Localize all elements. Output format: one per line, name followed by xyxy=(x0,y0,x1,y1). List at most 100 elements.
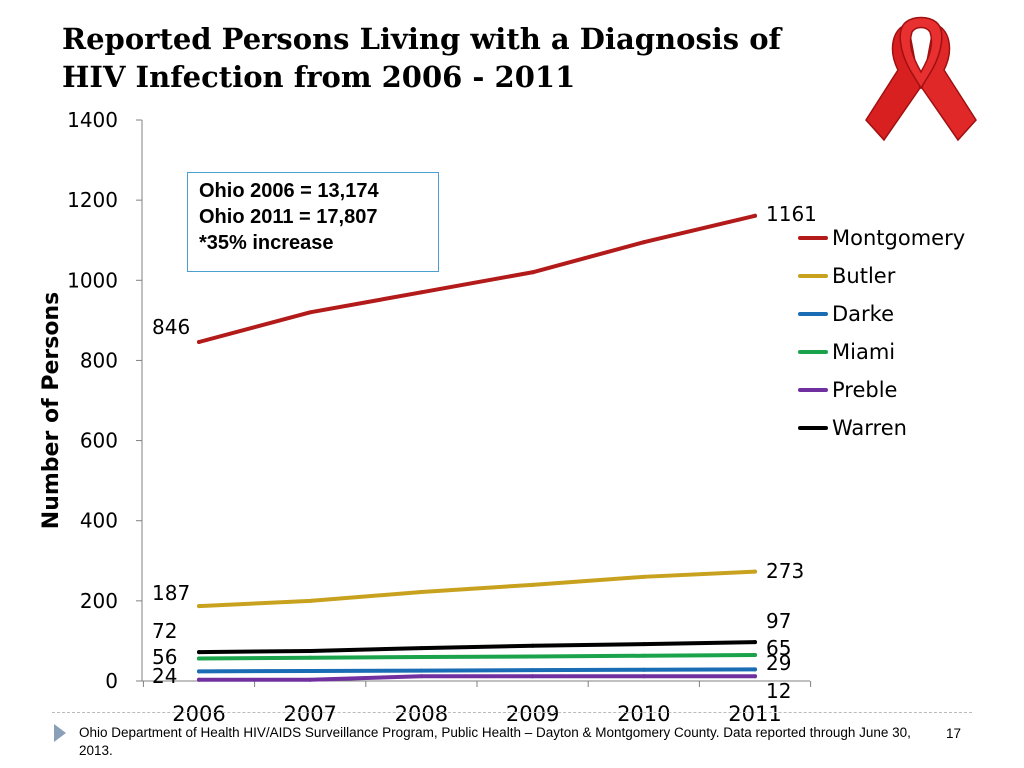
legend-swatch-montgomery xyxy=(798,236,828,240)
data-point-montgomery xyxy=(641,240,646,245)
legend-item-miami: Miami xyxy=(798,338,998,376)
data-label-start-miami: 56 xyxy=(152,645,177,669)
legend-item-butler: Butler xyxy=(798,262,998,300)
legend-swatch-warren xyxy=(798,426,828,430)
series-line-montgomery xyxy=(197,213,757,344)
data-point-warren xyxy=(753,640,757,645)
data-point-miami xyxy=(753,652,757,657)
y-tick-label: 1400 xyxy=(67,108,118,132)
data-point-preble xyxy=(197,677,201,682)
y-tick-label: 400 xyxy=(80,509,118,533)
data-point-warren xyxy=(530,643,535,648)
data-point-miami xyxy=(641,653,646,658)
data-point-butler xyxy=(419,590,424,595)
legend-label-butler: Butler xyxy=(832,264,896,288)
data-point-warren xyxy=(641,642,646,647)
data-point-preble xyxy=(530,674,535,679)
legend-label-warren: Warren xyxy=(832,416,907,440)
data-point-warren xyxy=(419,646,424,651)
legend-swatch-preble xyxy=(798,388,828,392)
data-point-miami xyxy=(197,656,201,661)
data-labels-layer: 846 1161 187 273 24 29 56 65 12 72 97 xyxy=(152,202,817,703)
x-tick-label: 2011 xyxy=(728,702,781,726)
y-tick-label: 1200 xyxy=(67,188,118,212)
data-point-butler xyxy=(641,574,646,579)
callout-line-increase: *35% increase xyxy=(199,232,334,254)
series-line-butler xyxy=(197,569,757,609)
x-tick-label: 2010 xyxy=(617,702,670,726)
footer-divider xyxy=(52,712,972,713)
data-point-butler xyxy=(308,598,313,603)
data-point-montgomery xyxy=(419,290,424,295)
data-point-preble xyxy=(308,677,313,682)
data-point-preble xyxy=(641,674,646,679)
data-point-montgomery xyxy=(753,213,757,218)
ohio-totals-callout: Ohio 2006 = 13,174 Ohio 2011 = 17,807 *3… xyxy=(187,172,439,272)
legend-item-montgomery: Montgomery xyxy=(798,224,998,262)
y-tick-label: 600 xyxy=(80,429,118,453)
data-point-montgomery xyxy=(308,310,313,315)
page-title: Reported Persons Living with a Diagnosis… xyxy=(62,22,782,94)
data-label-end-butler: 273 xyxy=(766,559,804,583)
legend-item-warren: Warren xyxy=(798,414,998,452)
legend-label-miami: Miami xyxy=(832,340,896,364)
callout-line-2006: Ohio 2006 = 13,174 xyxy=(199,180,379,202)
data-label-end-warren: 97 xyxy=(766,609,791,633)
x-tick-label: 2009 xyxy=(506,702,559,726)
data-point-butler xyxy=(753,569,757,574)
legend-swatch-darke xyxy=(798,312,828,316)
x-tick-label: 2007 xyxy=(283,702,336,726)
data-point-butler xyxy=(197,604,201,609)
data-point-darke xyxy=(308,668,313,673)
data-point-warren xyxy=(197,650,201,655)
data-point-miami xyxy=(530,654,535,659)
data-point-butler xyxy=(530,582,535,587)
data-point-montgomery xyxy=(530,270,535,275)
data-label-end-preble: 12 xyxy=(766,679,791,703)
legend-label-darke: Darke xyxy=(832,302,895,326)
data-point-montgomery xyxy=(197,339,201,344)
data-label-start-darke: 24 xyxy=(152,664,177,688)
data-point-preble xyxy=(753,674,757,679)
data-point-darke xyxy=(530,668,535,673)
y-axis-title: Number of Persons xyxy=(39,292,64,529)
legend-label-montgomery: Montgomery xyxy=(832,226,966,250)
legend-label-preble: Preble xyxy=(832,378,898,402)
y-tick-label: 200 xyxy=(80,589,118,613)
y-tick-label: 1000 xyxy=(67,268,118,292)
series-line-warren xyxy=(197,640,757,655)
data-point-warren xyxy=(308,648,313,653)
chart-axes: 0 200 400 600 800 1000 1200 1400 2006 2007 2008 200… xyxy=(39,108,812,726)
data-point-preble xyxy=(419,674,424,679)
bullet-arrow-icon xyxy=(54,724,66,742)
series-line-darke xyxy=(197,667,757,674)
chart-legend: Montgomery Butler Darke Miami Preble Warren xyxy=(798,224,998,452)
data-point-miami xyxy=(308,655,313,660)
data-label-end-darke: 29 xyxy=(766,651,791,675)
callout-line-2011: Ohio 2011 = 17,807 xyxy=(199,206,378,228)
awareness-ribbon-icon xyxy=(865,16,977,142)
data-label-end-miami: 65 xyxy=(766,636,791,660)
data-label-start-montgomery: 846 xyxy=(152,315,190,339)
data-point-miami xyxy=(419,654,424,659)
data-point-darke xyxy=(419,668,424,673)
x-tick-label: 2008 xyxy=(395,702,448,726)
x-tick-label: 2006 xyxy=(172,702,225,726)
legend-item-preble: Preble xyxy=(798,376,998,414)
y-tick-label: 800 xyxy=(80,348,118,372)
series-line-preble xyxy=(197,674,757,682)
data-point-darke xyxy=(197,669,201,674)
data-label-start-warren: 72 xyxy=(152,619,177,643)
data-label-end-montgomery: 1161 xyxy=(766,202,817,226)
data-point-darke xyxy=(641,667,646,672)
y-tick-label: 0 xyxy=(105,669,118,693)
legend-swatch-butler xyxy=(798,274,828,278)
legend-item-darke: Darke xyxy=(798,300,998,338)
series-line-miami xyxy=(197,652,757,661)
source-note: Ohio Department of Health HIV/AIDS Surve… xyxy=(79,725,911,758)
data-point-darke xyxy=(753,667,757,672)
page-number: 17 xyxy=(946,726,962,741)
legend-swatch-miami xyxy=(798,350,828,354)
data-label-start-butler: 187 xyxy=(152,581,190,605)
